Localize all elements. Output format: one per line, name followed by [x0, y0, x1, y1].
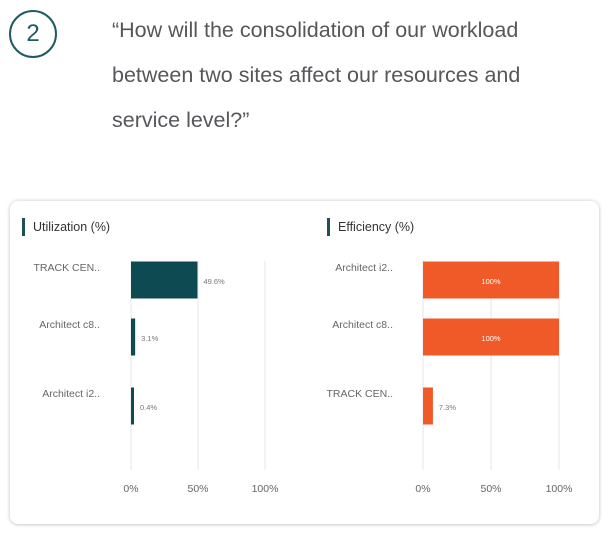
chart-card — [10, 201, 599, 524]
data-label: 7.3% — [439, 403, 456, 412]
category-label: Architect c8.. — [332, 319, 393, 331]
question-line: “How will the consolidation of our workl… — [112, 18, 519, 42]
question-text: “How will the consolidation of our workl… — [112, 8, 582, 143]
category-label: Architect i2.. — [42, 388, 100, 400]
category-label: TRACK CEN.. — [326, 388, 393, 400]
data-label: 3.1% — [141, 334, 158, 343]
data-label: 100% — [481, 277, 501, 286]
x-tick-label: 50% — [480, 483, 501, 495]
question-line: between two sites affect our resources a… — [112, 63, 521, 87]
step-number-badge: 2 — [9, 10, 57, 58]
bar — [131, 261, 198, 299]
data-label: 0.4% — [140, 403, 157, 412]
x-tick-label: 0% — [123, 483, 138, 495]
step-number: 2 — [26, 20, 40, 47]
category-label: TRACK CEN.. — [33, 262, 100, 274]
bar — [131, 387, 134, 425]
x-tick-label: 50% — [187, 483, 208, 495]
category-label: Architect i2.. — [335, 262, 393, 274]
category-label: Architect c8.. — [39, 319, 100, 331]
bar — [423, 261, 559, 299]
efficiency-title: Efficiency (%) — [327, 218, 414, 236]
bar — [423, 387, 433, 425]
bar — [131, 318, 136, 356]
data-label: 49.6% — [203, 277, 225, 286]
bar — [423, 318, 559, 356]
x-tick-label: 100% — [546, 483, 573, 495]
x-tick-label: 0% — [415, 483, 430, 495]
x-tick-label: 100% — [252, 483, 279, 495]
data-label: 100% — [481, 334, 501, 343]
utilization-title: Utilization (%) — [22, 218, 110, 236]
question-line: service level?” — [112, 108, 250, 132]
